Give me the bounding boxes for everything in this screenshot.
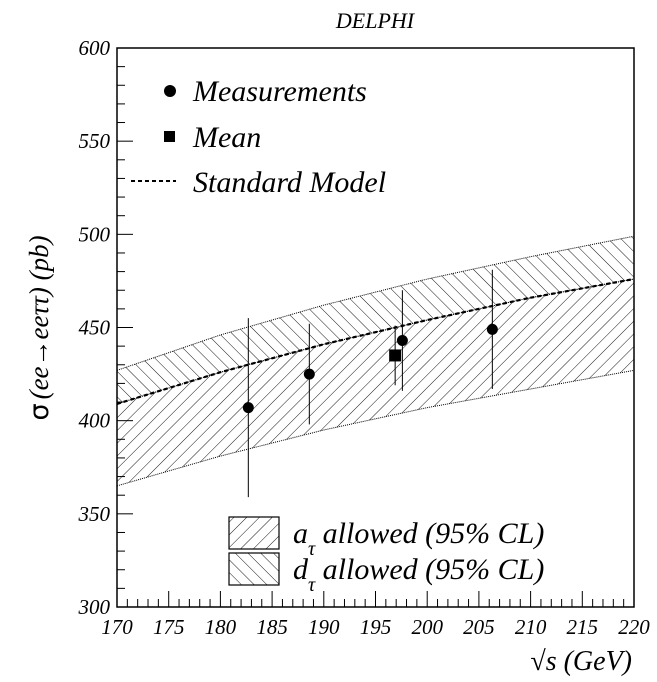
measurement-points bbox=[242, 269, 498, 498]
x-tick-label: 185 bbox=[256, 615, 288, 639]
y-tick-label: 600 bbox=[79, 36, 111, 60]
band-a-tau bbox=[117, 279, 634, 486]
legend-d-tau-swatch bbox=[228, 552, 280, 586]
measurement-point bbox=[303, 368, 315, 380]
measurement-point bbox=[486, 323, 498, 335]
y-tick-label: 350 bbox=[78, 502, 111, 526]
x-tick-label: 180 bbox=[205, 615, 237, 639]
legend-a-tau-swatch bbox=[228, 516, 280, 550]
x-axis-label: √s (GeV) bbox=[530, 646, 632, 677]
standard-model-line-group bbox=[117, 277, 634, 405]
legend-top: Measurements Mean Standard Model bbox=[131, 75, 386, 199]
x-tick-label: 215 bbox=[567, 615, 599, 639]
x-tick-label: 195 bbox=[360, 615, 392, 639]
legend-measurements-label: Measurements bbox=[192, 75, 367, 108]
y-tick-label: 300 bbox=[78, 595, 111, 619]
legend-measurements-marker bbox=[164, 85, 176, 97]
x-tick-label: 175 bbox=[153, 615, 185, 639]
y-axis-label: σ (ee→eeττ) (pb) bbox=[24, 235, 55, 420]
chart-title: DELPHI bbox=[335, 8, 416, 33]
mean-point bbox=[389, 349, 402, 362]
measurement-point bbox=[242, 402, 254, 414]
band-d-tau bbox=[117, 236, 634, 404]
allowed-bands bbox=[117, 235, 634, 487]
x-tick-label: 200 bbox=[411, 615, 443, 639]
y-tick-label: 550 bbox=[79, 129, 111, 153]
x-tick-label: 170 bbox=[101, 615, 133, 639]
y-tick-label: 400 bbox=[79, 409, 111, 433]
legend-mean-label: Mean bbox=[192, 121, 261, 154]
legend-bottom: aτ allowed (95% CL) dτ allowed (95% CL) bbox=[228, 516, 544, 596]
legend-mean-marker bbox=[164, 131, 175, 142]
x-tick-label: 210 bbox=[515, 615, 547, 639]
x-tick-label: 220 bbox=[618, 615, 650, 639]
x-tick-label: 205 bbox=[463, 615, 495, 639]
legend-a-tau-label: aτ allowed (95% CL) bbox=[293, 517, 544, 560]
y-tick-label: 450 bbox=[79, 316, 111, 340]
y-axis-label-rest: (ee→eeττ) (pb) bbox=[24, 235, 54, 399]
y-axis-label-symbol: σ bbox=[24, 403, 55, 420]
standard-model-line bbox=[117, 277, 634, 405]
band-edge-lower bbox=[117, 369, 634, 487]
y-axis-ticks: 300 350 400 450 500 550 600 bbox=[78, 36, 133, 619]
x-axis-ticks: 170 175 180 185 190 195 200 205 210 215 220 bbox=[101, 591, 650, 639]
band-edge-upper bbox=[117, 235, 634, 371]
legend-d-tau-label: dτ allowed (95% CL) bbox=[293, 553, 544, 596]
svg-text:σ(ee→eeττ) (pb): σ (ee→eeττ) (pb) bbox=[24, 235, 55, 420]
x-tick-label: 190 bbox=[308, 615, 340, 639]
measurement-point bbox=[396, 335, 408, 347]
y-tick-label: 500 bbox=[79, 222, 111, 246]
legend-standard-model-label: Standard Model bbox=[193, 166, 386, 199]
